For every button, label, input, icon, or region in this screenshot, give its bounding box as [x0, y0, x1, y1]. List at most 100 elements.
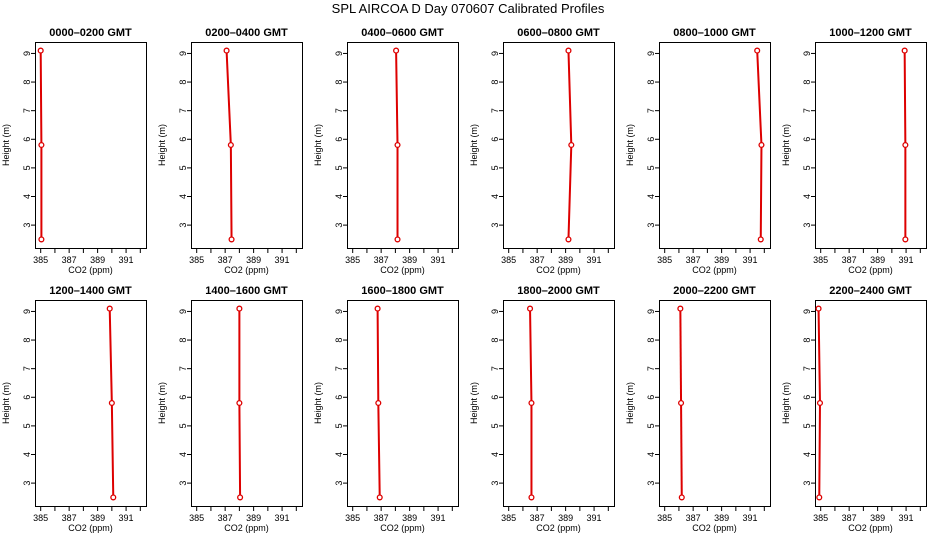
profile-panel: 2000–2200 GMT 385 387 389 391 3 4 5 6 7 8 9 CO2 (ppm… [625, 285, 771, 533]
y-tick-label: 6 [334, 395, 344, 400]
y-tick-label: 6 [490, 395, 500, 400]
data-point [393, 47, 400, 54]
x-tick-label: 385 [813, 255, 828, 265]
x-axis-label: CO2 (ppm) [380, 523, 425, 533]
profile-panel: 1600–1800 GMT 385 387 389 391 3 4 5 6 7 8 9 CO2 (ppm… [313, 285, 459, 533]
data-point [528, 494, 535, 501]
data-point [236, 399, 243, 407]
y-tick-label: 5 [490, 165, 500, 170]
panel-title: 2000–2200 GMT [673, 285, 756, 297]
x-tick-label: 385 [501, 255, 516, 265]
y-tick-label: 4 [22, 194, 32, 199]
x-tick-label: 389 [402, 513, 417, 523]
y-tick-label: 5 [646, 423, 656, 428]
data-point [528, 399, 535, 407]
y-tick-label: 6 [490, 137, 500, 142]
y-tick-label: 7 [334, 366, 344, 371]
y-tick-label: 6 [802, 137, 812, 142]
y-axis-label: Height (m) [625, 382, 635, 424]
x-tick-label: 391 [119, 513, 134, 523]
y-tick-label: 9 [490, 51, 500, 56]
y-tick-label: 3 [646, 481, 656, 486]
y-axis-label: Height (m) [781, 124, 791, 166]
profile-panel: 0400–0600 GMT 385 387 389 391 3 4 5 6 7 8 9 CO2 (ppm… [313, 27, 459, 275]
y-tick-label: 4 [22, 452, 32, 457]
profile-panel: 1200–1400 GMT 385 387 389 391 3 4 5 6 7 8 9 CO2 (ppm… [1, 285, 147, 533]
x-tick-label: 391 [899, 255, 914, 265]
panel-title: 1400–1600 GMT [205, 285, 288, 297]
y-tick-label: 8 [490, 338, 500, 343]
y-tick-label: 3 [22, 223, 32, 228]
profile-panel: 2200–2400 GMT 385 387 389 391 3 4 5 6 7 8 9 CO2 (ppm… [781, 285, 927, 533]
data-point [816, 399, 824, 407]
x-tick-label: 391 [587, 255, 602, 265]
x-axis-label: CO2 (ppm) [68, 265, 113, 275]
x-tick-label: 389 [714, 255, 729, 265]
x-axis-label: CO2 (ppm) [536, 265, 581, 275]
y-tick-label: 7 [22, 108, 32, 113]
x-tick-label: 391 [119, 255, 134, 265]
y-tick-label: 7 [646, 366, 656, 371]
y-tick-label: 7 [646, 108, 656, 113]
x-tick-label: 389 [714, 513, 729, 523]
y-axis-label: Height (m) [157, 124, 167, 166]
y-axis-label: Height (m) [1, 382, 11, 424]
x-tick-label: 385 [33, 513, 48, 523]
y-tick-label: 3 [802, 223, 812, 228]
x-tick-label: 387 [218, 513, 233, 523]
y-tick-label: 8 [334, 338, 344, 343]
x-tick-label: 387 [62, 255, 77, 265]
y-tick-label: 3 [802, 481, 812, 486]
x-tick-label: 389 [558, 513, 573, 523]
plot-frame [659, 42, 771, 249]
x-tick-label: 391 [275, 513, 290, 523]
x-axis-label: CO2 (ppm) [68, 523, 113, 533]
y-tick-label: 9 [334, 51, 344, 56]
data-point [375, 399, 382, 407]
profile-panel: 0800–1000 GMT 385 387 389 391 3 4 5 6 7 8 9 CO2 (ppm… [625, 27, 771, 275]
y-tick-label: 9 [178, 309, 188, 314]
y-tick-label: 9 [22, 51, 32, 56]
panel-title: 1600–1800 GMT [361, 285, 444, 297]
plot-frame [659, 300, 771, 507]
data-point [38, 236, 45, 243]
x-axis-label: CO2 (ppm) [380, 265, 425, 275]
data-point [106, 305, 113, 312]
y-tick-label: 6 [22, 137, 32, 142]
x-tick-label: 385 [813, 513, 828, 523]
x-tick-label: 391 [431, 255, 446, 265]
x-tick-label: 385 [189, 255, 204, 265]
y-tick-label: 6 [178, 395, 188, 400]
y-tick-label: 8 [490, 80, 500, 85]
page-title: SPL AIRCOA D Day 070607 Calibrated Profi… [331, 1, 605, 16]
y-tick-label: 8 [646, 80, 656, 85]
x-tick-label: 389 [402, 255, 417, 265]
y-tick-label: 4 [334, 194, 344, 199]
x-axis-label: CO2 (ppm) [692, 523, 737, 533]
y-tick-label: 5 [334, 165, 344, 170]
data-point [110, 494, 117, 501]
panel-title: 1800–2000 GMT [517, 285, 600, 297]
x-tick-label: 385 [345, 513, 360, 523]
data-point [568, 141, 575, 149]
panel-title: 1000–1200 GMT [829, 27, 912, 39]
y-tick-label: 9 [178, 51, 188, 56]
y-tick-label: 5 [802, 165, 812, 170]
y-tick-label: 4 [178, 452, 188, 457]
x-tick-label: 385 [657, 513, 672, 523]
x-tick-label: 387 [374, 255, 389, 265]
x-tick-label: 387 [686, 255, 701, 265]
y-axis-label: Height (m) [1, 124, 11, 166]
y-axis-label: Height (m) [781, 382, 791, 424]
x-tick-label: 389 [246, 255, 261, 265]
y-tick-label: 3 [178, 223, 188, 228]
plot-frame [503, 300, 615, 507]
panel-title: 0200–0400 GMT [205, 27, 288, 39]
profile-panel: 1400–1600 GMT 385 387 389 391 3 4 5 6 7 8 9 CO2 (ppm… [157, 285, 303, 533]
y-tick-label: 7 [802, 366, 812, 371]
y-tick-label: 5 [178, 423, 188, 428]
y-axis-label: Height (m) [313, 382, 323, 424]
y-tick-label: 5 [22, 165, 32, 170]
y-tick-label: 4 [490, 452, 500, 457]
panel-title: 0800–1000 GMT [673, 27, 756, 39]
